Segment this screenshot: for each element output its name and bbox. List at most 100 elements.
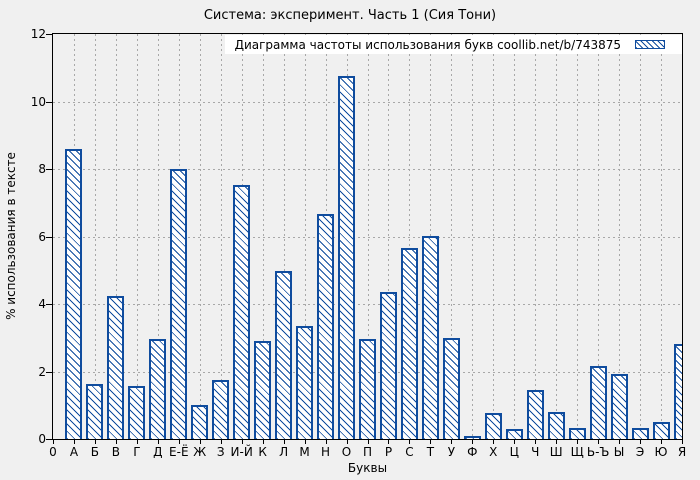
bar-Д: [149, 339, 167, 439]
x-tick-mark: [305, 440, 306, 444]
y-tick-label: 12: [30, 27, 46, 41]
x-tick-mark: [556, 440, 557, 444]
y-tick-mark: [46, 169, 52, 170]
x-axis-label: Буквы: [347, 461, 388, 475]
x-tick-mark: [326, 440, 327, 444]
x-tick-mark: [263, 440, 264, 444]
bar-Ь-Ъ: [589, 366, 607, 439]
x-tick-label-И-Й: И-Й: [230, 445, 253, 459]
x-tick-mark: [682, 440, 683, 444]
horizontal-gridline: [53, 101, 682, 103]
x-tick-label-Ж: Ж: [193, 445, 207, 459]
y-tick-mark: [46, 102, 52, 103]
plot-area: Диаграмма частоты использования букв coo…: [52, 33, 683, 440]
bar-У: [442, 338, 460, 439]
x-tick-mark: [409, 440, 410, 444]
bar-Н: [317, 213, 335, 439]
bar-О: [338, 76, 356, 439]
bar-К: [254, 341, 272, 439]
legend: Диаграмма частоты использования букв coo…: [224, 35, 682, 54]
x-tick-label-З: З: [216, 445, 225, 459]
bar-Б: [86, 384, 104, 439]
y-tick-label: 8: [38, 162, 46, 176]
bar-Е-Ё: [170, 169, 188, 439]
bar-Щ: [568, 427, 586, 439]
bar-Р: [379, 291, 397, 439]
x-tick-mark: [514, 440, 515, 444]
x-tick-mark: [577, 440, 578, 444]
x-tick-mark: [368, 440, 369, 444]
x-tick-label-Г: Г: [133, 445, 141, 459]
legend-label: Диаграмма частоты использования букв coo…: [234, 37, 621, 52]
x-tick-mark: [200, 440, 201, 444]
x-tick-label-Ц: Ц: [509, 445, 519, 459]
y-tick-mark: [46, 34, 52, 35]
x-tick-label-Д: Д: [153, 445, 163, 459]
x-tick-mark: [74, 440, 75, 444]
bar-Х: [484, 413, 502, 439]
x-tick-mark: [451, 440, 452, 444]
bar-Ж: [191, 404, 209, 439]
x-tick-label-Ш: Ш: [549, 445, 563, 459]
y-tick-label: 10: [30, 94, 46, 109]
x-tick-label-О: О: [341, 445, 352, 459]
x-tick-label-Т: Т: [426, 445, 435, 459]
x-tick-mark: [53, 440, 54, 444]
x-tick-label-0: 0: [49, 445, 57, 459]
x-tick-label-Л: Л: [279, 445, 289, 459]
x-tick-mark: [242, 440, 243, 444]
bar-А: [65, 148, 83, 439]
bar-Ш: [547, 412, 565, 439]
x-tick-mark: [284, 440, 285, 444]
x-tick-label-Ь-Ъ: Ь-Ъ: [586, 445, 610, 459]
x-tick-mark: [116, 440, 117, 444]
x-tick-mark: [347, 440, 348, 444]
x-tick-label-Э: Э: [635, 445, 645, 459]
bar-Ф: [463, 435, 481, 439]
bar-Я: [673, 344, 682, 439]
bar-З: [212, 380, 230, 439]
x-tick-mark: [179, 440, 180, 444]
y-tick-label: 0: [38, 432, 46, 446]
bar-Э: [631, 427, 649, 439]
y-tick-mark: [46, 304, 52, 305]
y-tick-mark: [46, 372, 52, 373]
x-tick-label-С: С: [405, 445, 414, 459]
y-tick-label: 4: [38, 297, 46, 311]
bar-Ч: [526, 390, 544, 439]
x-tick-mark: [619, 440, 620, 444]
x-tick-mark: [158, 440, 159, 444]
x-tick-mark: [430, 440, 431, 444]
y-tick-mark: [46, 439, 52, 440]
x-tick-label-К: К: [258, 445, 267, 459]
x-tick-label-Р: Р: [384, 445, 393, 459]
bar-Ы: [610, 374, 628, 439]
bar-П: [359, 338, 376, 439]
horizontal-gridline: [53, 236, 682, 238]
x-tick-mark: [388, 440, 389, 444]
x-tick-label-М: М: [299, 445, 310, 459]
bar-Т: [421, 235, 439, 439]
x-tick-mark: [493, 440, 494, 444]
x-tick-label-Н: Н: [321, 445, 331, 459]
x-tick-label-В: В: [111, 445, 120, 459]
x-tick-mark: [640, 440, 641, 444]
y-tick-label: 2: [38, 364, 46, 379]
x-tick-label-Ы: Ы: [613, 445, 625, 459]
bar-Л: [275, 271, 293, 439]
bar-Ц: [505, 428, 523, 439]
x-tick-label-Е-Ё: Е-Ё: [169, 445, 189, 459]
y-tick-label: 6: [38, 229, 46, 244]
x-tick-mark: [221, 440, 222, 444]
horizontal-gridline: [53, 169, 682, 170]
x-tick-mark: [95, 440, 96, 444]
y-tick-mark: [46, 237, 52, 238]
x-tick-mark: [137, 440, 138, 444]
x-tick-mark: [472, 440, 473, 444]
x-tick-mark: [661, 440, 662, 444]
x-tick-mark: [598, 440, 599, 444]
x-tick-label-А: А: [69, 445, 79, 459]
bar-И-Й: [233, 184, 251, 439]
chart-title: Система: эксперимент. Часть 1 (Сия Тони): [203, 8, 497, 23]
